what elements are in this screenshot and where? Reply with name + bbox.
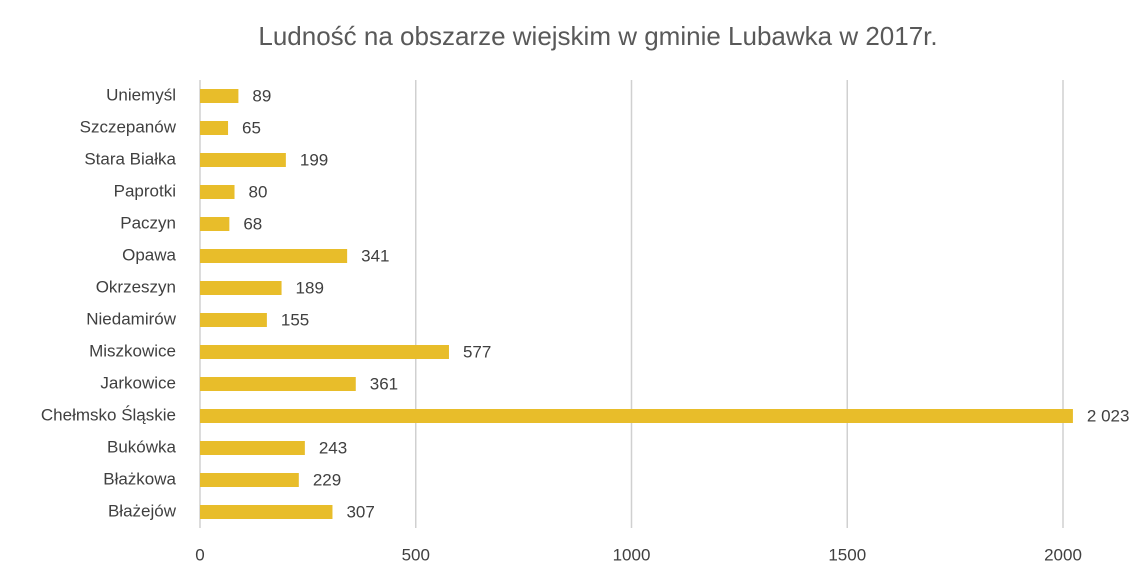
data-label: 361: [370, 374, 398, 393]
y-tick-label: Niedamirów: [86, 309, 176, 328]
bar: [200, 217, 230, 231]
bar: [200, 473, 299, 487]
bar: [200, 153, 286, 167]
y-tick-label: Okrzeszyn: [96, 277, 176, 296]
bar: [200, 505, 333, 519]
x-tick-label: 1500: [828, 545, 866, 564]
y-tick-label: Miszkowice: [89, 341, 176, 360]
y-tick-label: Uniemyśl: [106, 85, 176, 104]
data-label: 341: [361, 246, 389, 265]
data-label: 199: [300, 150, 328, 169]
y-tick-label: Paczyn: [120, 213, 176, 232]
y-tick-label: Stara Białka: [84, 149, 176, 168]
y-tick-label: Błażejów: [108, 501, 177, 520]
bar: [200, 409, 1073, 423]
x-tick-label: 1000: [613, 545, 651, 564]
data-label: 65: [242, 118, 261, 137]
data-label: 577: [463, 342, 491, 361]
data-label: 155: [281, 310, 309, 329]
data-label: 307: [346, 502, 374, 521]
x-tick-label: 500: [402, 545, 430, 564]
x-tick-label: 2000: [1044, 545, 1082, 564]
data-label: 189: [296, 278, 324, 297]
data-label: 229: [313, 470, 341, 489]
bar: [200, 441, 305, 455]
bar: [200, 281, 282, 295]
y-tick-label: Paprotki: [114, 181, 176, 200]
data-label: 68: [243, 214, 262, 233]
x-tick-label: 0: [195, 545, 204, 564]
bar: [200, 249, 348, 263]
data-label: 243: [319, 438, 347, 457]
bar: [200, 89, 239, 103]
y-tick-label: Chełmsko Śląskie: [41, 405, 176, 424]
bar: [200, 185, 235, 199]
y-tick-label: Jarkowice: [100, 373, 176, 392]
bar: [200, 377, 356, 391]
chart-title: Ludność na obszarze wiejskim w gminie Lu…: [258, 21, 937, 51]
bar: [200, 345, 449, 359]
data-label: 80: [249, 182, 268, 201]
bar: [200, 313, 267, 327]
y-tick-label: Opawa: [122, 245, 176, 264]
y-tick-label: Bukówka: [107, 437, 177, 456]
bar: [200, 121, 229, 135]
y-tick-label: Błażkowa: [103, 469, 176, 488]
y-tick-label: Szczepanów: [80, 117, 177, 136]
data-label: 2 023: [1087, 406, 1130, 425]
data-label: 89: [252, 86, 271, 105]
